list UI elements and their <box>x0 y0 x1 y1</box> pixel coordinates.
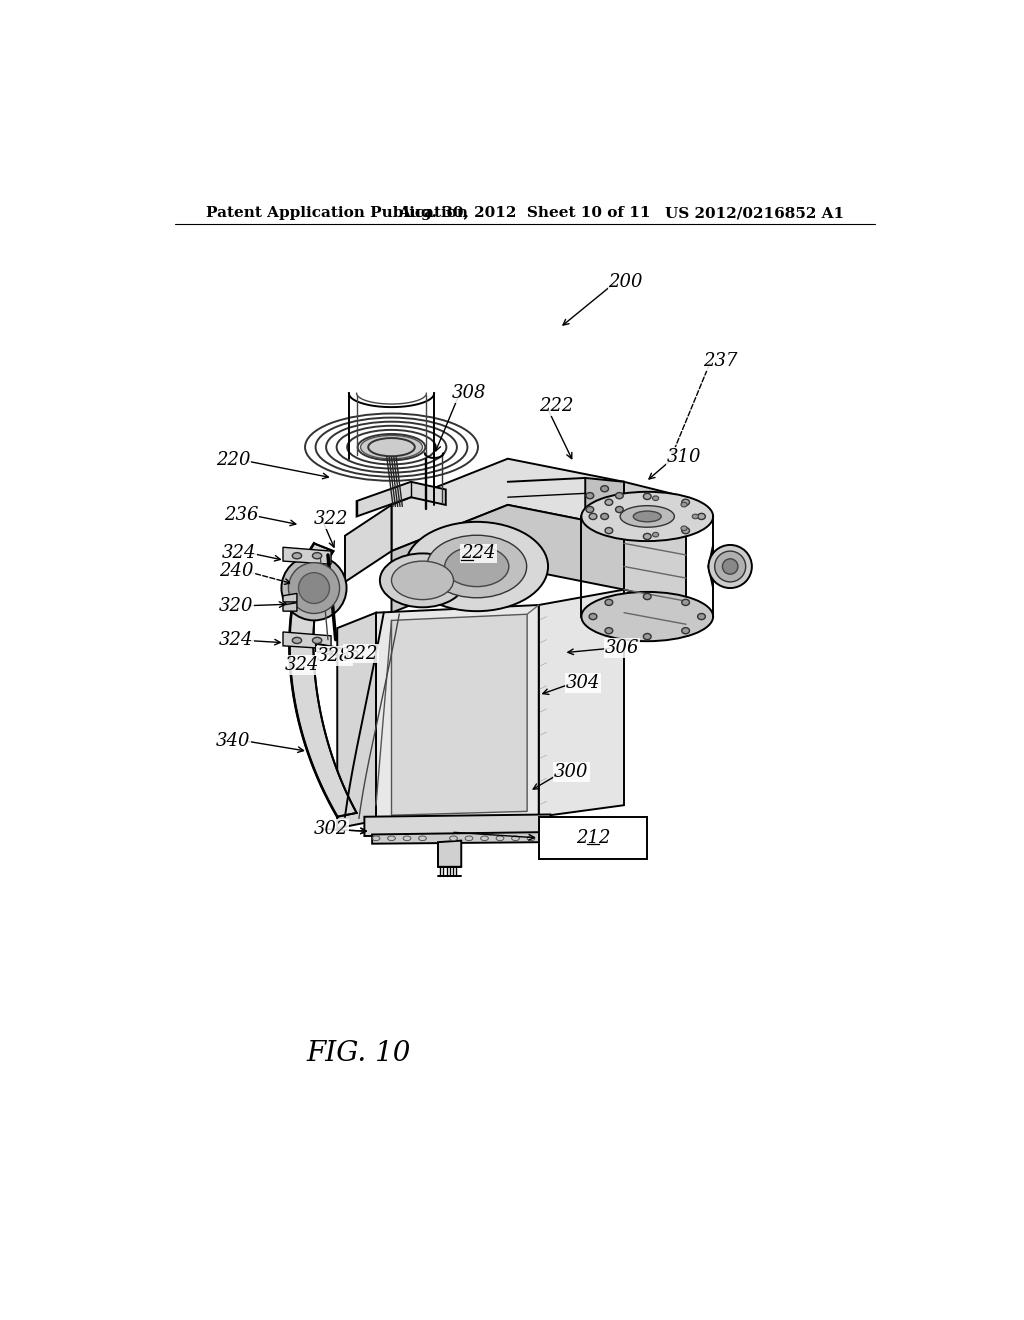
Text: 322: 322 <box>314 510 348 528</box>
Text: 224: 224 <box>461 544 496 562</box>
Polygon shape <box>586 478 624 528</box>
Ellipse shape <box>360 436 423 459</box>
Ellipse shape <box>652 496 658 500</box>
Ellipse shape <box>682 528 689 533</box>
Ellipse shape <box>643 594 651 599</box>
Ellipse shape <box>589 614 597 619</box>
Ellipse shape <box>605 528 612 533</box>
Text: 220: 220 <box>216 451 251 469</box>
Text: 306: 306 <box>604 639 639 657</box>
Ellipse shape <box>621 506 675 527</box>
Polygon shape <box>283 632 331 649</box>
Ellipse shape <box>312 638 322 644</box>
Text: 302: 302 <box>314 820 348 838</box>
Polygon shape <box>337 612 376 829</box>
Ellipse shape <box>681 525 687 531</box>
Ellipse shape <box>582 591 713 642</box>
Text: 320: 320 <box>219 597 254 615</box>
Ellipse shape <box>582 492 713 541</box>
Ellipse shape <box>292 553 302 558</box>
Ellipse shape <box>643 533 651 540</box>
Polygon shape <box>283 548 331 564</box>
Text: 222: 222 <box>539 397 573 416</box>
Ellipse shape <box>697 614 706 619</box>
Polygon shape <box>391 459 624 552</box>
Polygon shape <box>376 605 539 821</box>
Text: 322: 322 <box>343 644 378 663</box>
Ellipse shape <box>380 553 465 607</box>
Polygon shape <box>372 832 543 843</box>
Ellipse shape <box>444 546 509 586</box>
Ellipse shape <box>652 532 658 537</box>
Polygon shape <box>290 544 356 817</box>
Text: 237: 237 <box>703 352 737 370</box>
Text: 340: 340 <box>216 731 251 750</box>
Text: 324: 324 <box>221 544 256 561</box>
Ellipse shape <box>615 507 624 512</box>
Ellipse shape <box>709 545 752 589</box>
FancyBboxPatch shape <box>539 817 647 859</box>
Ellipse shape <box>692 515 698 519</box>
Ellipse shape <box>601 486 608 492</box>
Text: 212: 212 <box>575 829 610 847</box>
Ellipse shape <box>605 499 612 506</box>
Ellipse shape <box>589 513 597 520</box>
Ellipse shape <box>682 499 689 506</box>
Ellipse shape <box>682 627 689 634</box>
Text: 304: 304 <box>566 673 600 692</box>
Text: 324: 324 <box>219 631 254 649</box>
Ellipse shape <box>697 513 706 520</box>
Text: 324: 324 <box>285 656 319 675</box>
Ellipse shape <box>682 599 689 606</box>
Polygon shape <box>391 506 624 612</box>
Polygon shape <box>365 814 550 836</box>
Ellipse shape <box>391 561 454 599</box>
Text: 200: 200 <box>608 273 643 290</box>
Polygon shape <box>539 590 624 817</box>
Ellipse shape <box>715 552 745 582</box>
Text: US 2012/0216852 A1: US 2012/0216852 A1 <box>665 206 844 220</box>
Polygon shape <box>391 614 527 816</box>
Polygon shape <box>283 594 297 602</box>
Ellipse shape <box>643 634 651 640</box>
Text: 310: 310 <box>667 449 701 466</box>
Ellipse shape <box>633 511 662 521</box>
Ellipse shape <box>681 503 687 507</box>
Text: Patent Application Publication: Patent Application Publication <box>206 206 468 220</box>
Ellipse shape <box>406 521 548 611</box>
Ellipse shape <box>605 627 612 634</box>
Ellipse shape <box>427 535 526 598</box>
Ellipse shape <box>586 492 594 499</box>
Ellipse shape <box>615 492 624 499</box>
Ellipse shape <box>292 638 302 644</box>
Ellipse shape <box>586 507 594 512</box>
Ellipse shape <box>722 558 738 574</box>
Ellipse shape <box>282 556 346 620</box>
Polygon shape <box>438 841 461 867</box>
Ellipse shape <box>289 562 340 614</box>
Ellipse shape <box>601 513 608 520</box>
Ellipse shape <box>312 553 322 558</box>
Text: Aug. 30, 2012  Sheet 10 of 11: Aug. 30, 2012 Sheet 10 of 11 <box>398 206 651 220</box>
Text: 240: 240 <box>219 562 254 579</box>
Text: 308: 308 <box>452 384 486 403</box>
Polygon shape <box>356 482 445 516</box>
Ellipse shape <box>643 494 651 499</box>
Text: 300: 300 <box>554 763 589 781</box>
Polygon shape <box>345 506 391 582</box>
Ellipse shape <box>299 573 330 603</box>
Text: FIG. 10: FIG. 10 <box>306 1040 411 1067</box>
Ellipse shape <box>605 599 612 606</box>
Text: 328: 328 <box>317 647 351 665</box>
Polygon shape <box>283 603 297 611</box>
Text: 236: 236 <box>223 506 258 524</box>
Polygon shape <box>624 482 686 605</box>
